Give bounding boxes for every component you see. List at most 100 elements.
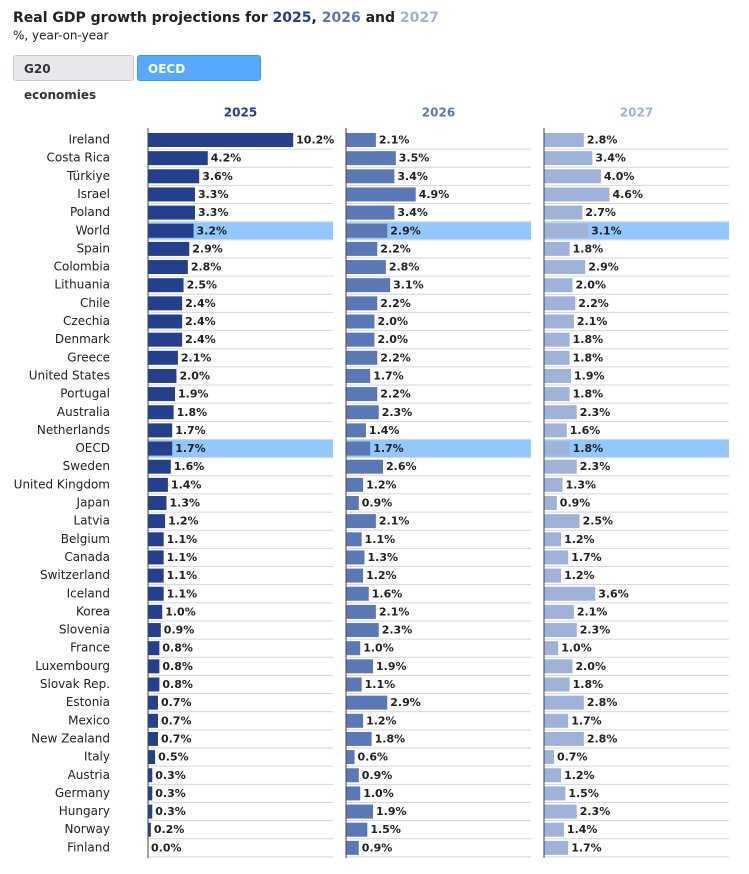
value-label: 1.7% bbox=[571, 551, 602, 564]
value-label: 0.6% bbox=[358, 751, 389, 764]
filter-button[interactable]: G20 economies bbox=[13, 55, 134, 102]
filter-button[interactable]: OECD countries bbox=[137, 55, 261, 102]
series-header: 2026 bbox=[422, 106, 455, 120]
category-label: Belgium bbox=[61, 532, 110, 546]
bar bbox=[544, 350, 570, 365]
bar bbox=[148, 713, 158, 728]
value-label: 1.8% bbox=[177, 406, 208, 419]
bar bbox=[544, 405, 577, 420]
value-label: 1.1% bbox=[167, 533, 198, 546]
category-label: Korea bbox=[76, 604, 110, 618]
value-label: 2.0% bbox=[377, 315, 408, 328]
bar bbox=[544, 241, 570, 256]
value-label: 2.4% bbox=[185, 315, 216, 328]
value-label: 1.3% bbox=[368, 551, 399, 564]
value-label: 3.2% bbox=[197, 224, 228, 237]
value-label: 1.3% bbox=[170, 497, 201, 510]
bar bbox=[544, 514, 580, 529]
value-label: 1.1% bbox=[365, 678, 396, 691]
bar bbox=[544, 604, 574, 619]
bar bbox=[346, 532, 362, 547]
value-label: 1.8% bbox=[573, 442, 604, 455]
value-label: 1.5% bbox=[370, 823, 401, 836]
bar bbox=[544, 332, 570, 347]
value-label: 2.9% bbox=[588, 261, 619, 274]
bar bbox=[148, 368, 177, 383]
bar bbox=[346, 205, 395, 220]
bar bbox=[346, 840, 359, 855]
category-label: France bbox=[70, 641, 110, 655]
bar bbox=[148, 731, 158, 746]
value-label: 1.2% bbox=[366, 714, 397, 727]
bar bbox=[346, 151, 396, 166]
bar bbox=[544, 713, 569, 728]
bar bbox=[544, 151, 593, 166]
value-label: 1.7% bbox=[571, 841, 602, 854]
value-label: 0.0% bbox=[151, 841, 182, 854]
value-label: 1.8% bbox=[573, 351, 604, 364]
value-label: 1.1% bbox=[365, 533, 396, 546]
title-part: 2025 bbox=[273, 10, 312, 26]
value-label: 2.2% bbox=[578, 297, 609, 310]
category-label: Estonia bbox=[66, 695, 110, 709]
category-label: Colombia bbox=[54, 260, 110, 274]
category-label: Spain bbox=[76, 241, 110, 255]
category-label: Costa Rica bbox=[47, 151, 110, 165]
value-label: 2.3% bbox=[580, 406, 611, 419]
bar bbox=[346, 641, 361, 656]
value-label: 1.1% bbox=[167, 569, 198, 582]
category-label: United States bbox=[29, 368, 110, 382]
bar bbox=[148, 786, 153, 801]
value-label: 0.9% bbox=[560, 497, 591, 510]
category-label: Italy bbox=[84, 750, 110, 764]
value-label: 2.3% bbox=[580, 460, 611, 473]
category-label: Portugal bbox=[60, 387, 110, 401]
value-label: 0.7% bbox=[557, 751, 588, 764]
bar bbox=[544, 623, 577, 638]
value-label: 1.4% bbox=[369, 424, 400, 437]
value-label: 2.3% bbox=[382, 624, 413, 637]
series-header: 2025 bbox=[224, 106, 257, 120]
highlight-band bbox=[148, 222, 333, 240]
value-label: 2.2% bbox=[380, 351, 411, 364]
category-label: Israel bbox=[77, 187, 110, 201]
bar bbox=[148, 514, 166, 529]
value-label: 1.9% bbox=[574, 369, 605, 382]
value-label: 1.5% bbox=[568, 787, 599, 800]
bar bbox=[544, 695, 584, 710]
bar bbox=[544, 804, 577, 819]
bar bbox=[544, 477, 563, 492]
bar bbox=[148, 314, 183, 329]
value-label: 1.2% bbox=[564, 569, 595, 582]
bar bbox=[148, 550, 164, 565]
bar bbox=[346, 387, 378, 402]
value-label: 1.7% bbox=[373, 442, 404, 455]
category-label: Norway bbox=[64, 822, 110, 836]
category-label: Mexico bbox=[68, 713, 110, 727]
highlight-band bbox=[346, 222, 531, 240]
value-label: 2.0% bbox=[575, 279, 606, 292]
value-label: 2.3% bbox=[580, 805, 611, 818]
bar bbox=[148, 568, 164, 583]
value-label: 2.1% bbox=[181, 351, 212, 364]
category-label: Latvia bbox=[73, 514, 110, 528]
value-label: 1.8% bbox=[573, 678, 604, 691]
highlight-band bbox=[346, 440, 531, 458]
value-label: 2.4% bbox=[185, 333, 216, 346]
value-label: 1.8% bbox=[573, 333, 604, 346]
title-part: 2026 bbox=[322, 10, 361, 26]
bar bbox=[346, 314, 375, 329]
bar bbox=[346, 822, 368, 837]
bar bbox=[346, 659, 374, 674]
chart-subtitle: %, year-on-year bbox=[13, 29, 108, 43]
bar bbox=[346, 459, 383, 474]
category-label: OECD bbox=[75, 441, 110, 455]
category-label: Lithuania bbox=[54, 278, 110, 292]
bar bbox=[346, 223, 388, 238]
bar bbox=[148, 532, 164, 547]
category-label: Iceland bbox=[67, 586, 110, 600]
value-label: 2.4% bbox=[185, 297, 216, 310]
bar bbox=[148, 423, 173, 438]
bar bbox=[346, 568, 364, 583]
value-label: 2.9% bbox=[390, 696, 421, 709]
